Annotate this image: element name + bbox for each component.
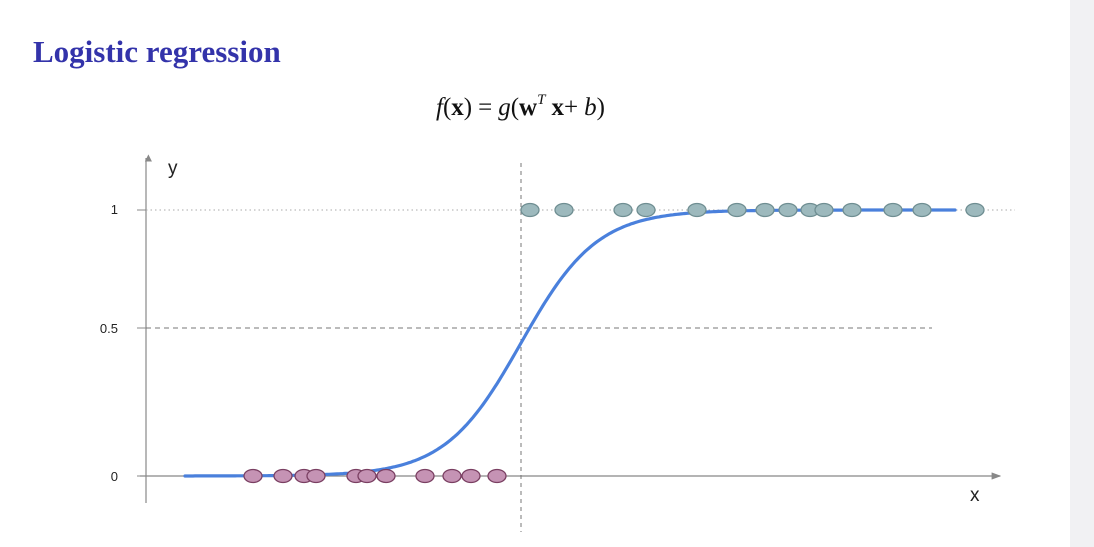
data-point-class-0	[461, 468, 481, 484]
data-point-class-1	[778, 202, 798, 218]
data-point-class-0	[243, 468, 263, 484]
formula-f: f	[436, 94, 443, 121]
data-point-class-1	[727, 202, 747, 218]
y-tick-label-0: 0	[111, 469, 118, 484]
data-point-class-1	[636, 202, 656, 218]
data-point-class-1	[814, 202, 834, 218]
data-point-class-0	[376, 468, 396, 484]
formula-g-open-paren: (	[510, 94, 520, 121]
slide-title: Logistic regression	[33, 34, 281, 69]
data-point-class-0	[306, 468, 326, 484]
formula-g-close-paren: )	[596, 94, 605, 121]
formula-x: x	[451, 94, 464, 121]
formula-b: b	[584, 94, 597, 121]
data-point-class-1	[965, 202, 985, 218]
y-tick-label-0.5: 0.5	[100, 321, 118, 336]
formula-x2: x	[551, 94, 564, 121]
data-point-class-1	[554, 202, 574, 218]
formula-w: w	[519, 94, 538, 121]
sigmoid-curve	[183, 208, 957, 478]
logistic-formula: f(x) = g(wT x+ b)	[436, 92, 605, 122]
data-point-class-1	[842, 202, 862, 218]
formula-open-paren: (	[442, 94, 452, 121]
data-point-class-1	[883, 202, 903, 218]
data-point-class-0	[273, 468, 293, 484]
data-point-class-0	[487, 468, 507, 484]
data-point-class-0	[415, 468, 435, 484]
formula-close-paren: )	[463, 94, 473, 121]
data-point-class-1	[613, 202, 633, 218]
formula-plus: +	[563, 94, 579, 121]
data-points	[243, 202, 985, 484]
data-point-class-1	[912, 202, 932, 218]
page-edge-strip	[1070, 0, 1094, 547]
formula-g: g	[498, 94, 511, 121]
data-point-class-1	[520, 202, 540, 218]
data-point-class-1	[687, 202, 707, 218]
data-point-class-0	[442, 468, 462, 484]
sigmoid-plot: 1 0.5 0 y x	[100, 154, 1015, 532]
formula-equals: =	[478, 94, 493, 121]
data-point-class-0	[357, 468, 377, 484]
data-point-class-1	[755, 202, 775, 218]
y-axis-label: y	[168, 158, 178, 179]
x-axis-label: x	[970, 485, 980, 506]
formula-transpose: T	[537, 92, 546, 108]
y-tick-label-1: 1	[111, 202, 118, 217]
